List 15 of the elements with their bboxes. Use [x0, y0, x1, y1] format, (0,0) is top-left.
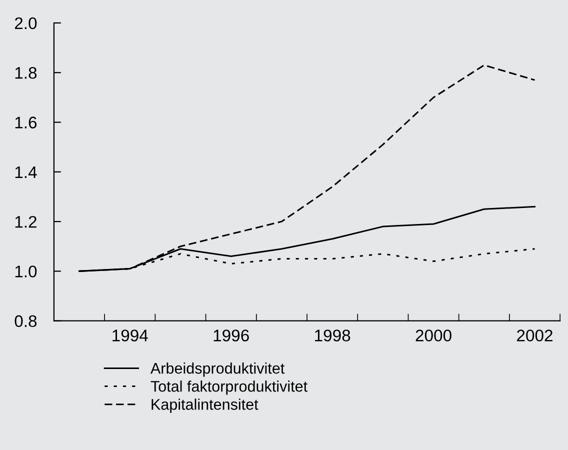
y-tick-label: 0.8	[14, 315, 37, 328]
legend-label: Arbeidsproduktivitet	[150, 362, 285, 377]
y-tick-label: 1.0	[15, 266, 37, 278]
y-tick-label: 1.4	[15, 166, 37, 178]
x-tick-label: 1996	[214, 330, 249, 342]
legend-label: Kapitalintensitet	[152, 398, 258, 413]
y-tick-label: 2.0	[14, 17, 37, 30]
x-tick-label: 2002	[517, 330, 552, 342]
legend-label: Total faktorproduktivitet	[150, 380, 308, 395]
y-tick-label: 1.2	[15, 216, 36, 228]
x-tick-label: 1994	[112, 330, 148, 342]
y-tick-label: 1.6	[15, 116, 37, 128]
y-tick-label: 1.8	[15, 67, 37, 79]
x-tick-label: 2000	[416, 330, 452, 342]
x-tick-label: 1998	[315, 330, 350, 342]
